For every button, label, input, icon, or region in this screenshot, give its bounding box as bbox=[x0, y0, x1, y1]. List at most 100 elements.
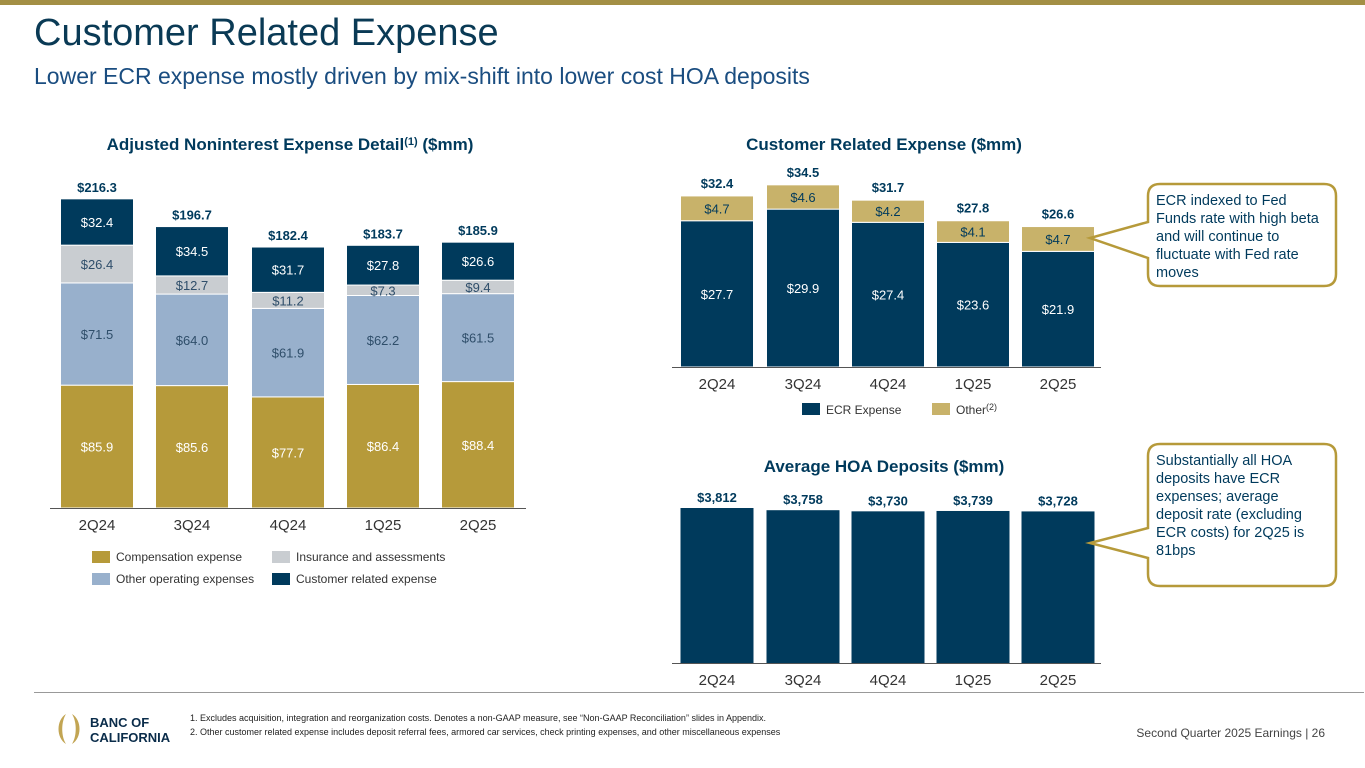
x-tick-label: 2Q25 bbox=[1040, 672, 1077, 689]
bar-segment bbox=[441, 241, 515, 281]
data-label: $31.7 bbox=[272, 263, 305, 278]
data-label: $77.7 bbox=[272, 445, 305, 460]
total-label: $26.6 bbox=[1042, 207, 1075, 222]
bar bbox=[1021, 511, 1095, 663]
bar-segment bbox=[936, 220, 1010, 243]
bar-segment bbox=[851, 199, 925, 223]
legend-label: Compensation expense bbox=[116, 550, 242, 564]
x-tick-label: 2Q24 bbox=[699, 376, 736, 393]
value-label: $3,730 bbox=[868, 493, 908, 508]
legend-label: Other operating expenses bbox=[116, 572, 254, 586]
x-tick-label: 3Q24 bbox=[785, 672, 822, 689]
data-label: $4.7 bbox=[704, 201, 729, 216]
bar-segment bbox=[60, 244, 134, 284]
data-label: $27.8 bbox=[367, 258, 400, 273]
data-label: $86.4 bbox=[367, 439, 400, 454]
value-label: $3,812 bbox=[697, 490, 737, 505]
chart1-title: Adjusted Noninterest Expense Detail(1) (… bbox=[107, 135, 474, 154]
data-label: $23.6 bbox=[957, 298, 990, 313]
data-label: $12.7 bbox=[176, 278, 209, 293]
footnote-1: 1. Excludes acquisition, integration and… bbox=[190, 713, 766, 723]
logo-line2: CALIFORNIA bbox=[90, 730, 171, 745]
data-label: $4.6 bbox=[790, 190, 815, 205]
chart3-title: Average HOA Deposits ($mm) bbox=[764, 457, 1005, 476]
callout-hoa: Substantially all HOA deposits have ECR … bbox=[1156, 453, 1305, 559]
bar bbox=[766, 510, 840, 663]
legend-label: Customer related expense bbox=[296, 572, 437, 586]
callout-ecr: ECR indexed to Fed Funds rate with high … bbox=[1156, 193, 1319, 281]
page-title: Customer Related Expense bbox=[34, 12, 499, 54]
total-label: $32.4 bbox=[701, 176, 734, 191]
total-label: $183.7 bbox=[363, 226, 403, 241]
x-tick-label: 2Q25 bbox=[460, 517, 497, 534]
data-label: $26.6 bbox=[462, 254, 495, 269]
bar-segment bbox=[60, 282, 134, 386]
bar-segment bbox=[346, 244, 420, 286]
data-label: $64.0 bbox=[176, 333, 209, 348]
data-label: $61.5 bbox=[462, 331, 495, 346]
legend-swatch bbox=[272, 573, 290, 585]
data-label: $85.6 bbox=[176, 440, 209, 455]
total-label: $196.7 bbox=[172, 208, 212, 223]
bar-segment bbox=[251, 307, 325, 398]
legend-label: Insurance and assessments bbox=[296, 550, 445, 564]
bar-segment bbox=[441, 293, 515, 383]
bar-segment bbox=[155, 226, 229, 277]
total-label: $216.3 bbox=[77, 180, 117, 195]
bar-segment bbox=[155, 385, 229, 509]
x-tick-label: 2Q24 bbox=[79, 517, 116, 534]
data-label: $4.1 bbox=[960, 225, 985, 240]
total-label: $182.4 bbox=[268, 228, 309, 243]
x-tick-label: 2Q25 bbox=[1040, 376, 1077, 393]
data-label: $7.3 bbox=[370, 283, 395, 298]
data-label: $61.9 bbox=[272, 346, 305, 361]
bar-segment bbox=[346, 295, 420, 385]
data-label: $85.9 bbox=[81, 440, 114, 455]
x-tick-label: 1Q25 bbox=[365, 517, 402, 534]
data-label: $27.7 bbox=[701, 287, 734, 302]
legend-swatch bbox=[272, 551, 290, 563]
data-label: $29.9 bbox=[787, 281, 820, 296]
bar-segment bbox=[251, 396, 325, 509]
total-label: $27.8 bbox=[957, 201, 990, 216]
value-label: $3,739 bbox=[953, 493, 993, 508]
bar bbox=[936, 510, 1010, 663]
data-label: $32.4 bbox=[81, 215, 114, 230]
data-label: $11.2 bbox=[272, 293, 304, 308]
bar-segment bbox=[251, 246, 325, 293]
callout-bubble-ecr bbox=[1085, 182, 1338, 288]
data-label: $62.2 bbox=[367, 333, 400, 348]
legend-label: ECR Expense bbox=[826, 403, 902, 417]
x-tick-label: 1Q25 bbox=[955, 376, 992, 393]
chart1-title-sup: (1) bbox=[404, 136, 418, 148]
top-accent-bar bbox=[0, 0, 1365, 5]
page-subtitle: Lower ECR expense mostly driven by mix-s… bbox=[34, 63, 810, 89]
bar-segment bbox=[441, 381, 515, 509]
chart2-title: Customer Related Expense ($mm) bbox=[746, 135, 1022, 154]
legend-sup: (2) bbox=[986, 402, 997, 412]
bar-segment bbox=[936, 241, 1010, 368]
x-tick-label: 4Q24 bbox=[870, 376, 907, 393]
bar-segment bbox=[766, 184, 840, 210]
legend-swatch bbox=[932, 403, 950, 415]
bar-segment bbox=[766, 208, 840, 368]
callout-bubble-hoa bbox=[1085, 442, 1338, 588]
bar-segment bbox=[1021, 226, 1095, 252]
x-tick-label: 4Q24 bbox=[870, 672, 907, 689]
bar bbox=[851, 511, 925, 663]
x-tick-label: 2Q24 bbox=[699, 672, 736, 689]
footer-divider bbox=[34, 692, 1364, 693]
total-label: $185.9 bbox=[458, 223, 498, 238]
bar-segment bbox=[680, 220, 754, 368]
legend-swatch bbox=[92, 551, 110, 563]
bar-segment bbox=[851, 221, 925, 368]
bar-segment bbox=[1021, 250, 1095, 368]
x-tick-label: 1Q25 bbox=[955, 672, 992, 689]
bar-segment bbox=[680, 195, 754, 222]
x-tick-label: 4Q24 bbox=[270, 517, 307, 534]
bar bbox=[680, 508, 754, 663]
bar-segment bbox=[60, 198, 134, 246]
value-label: $3,728 bbox=[1038, 493, 1078, 508]
x-tick-label: 3Q24 bbox=[174, 517, 211, 534]
legend-swatch bbox=[92, 573, 110, 585]
